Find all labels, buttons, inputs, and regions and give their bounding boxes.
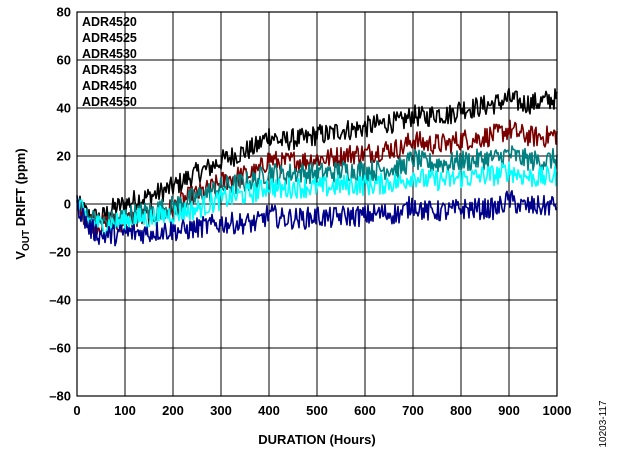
legend-entry: ADR4525 xyxy=(82,31,137,45)
y-axis-title: VOUT DRIFT (ppm) xyxy=(13,148,32,259)
x-tick-label: 800 xyxy=(450,403,472,418)
legend-entry: ADR4540 xyxy=(82,79,137,93)
x-tick-label: 700 xyxy=(402,403,424,418)
plot-frame xyxy=(76,11,558,397)
x-tick-label: 600 xyxy=(354,403,376,418)
y-tick-label: 20 xyxy=(57,149,71,164)
y-tick-label: 80 xyxy=(57,5,71,20)
y-tick-label: 0 xyxy=(64,197,71,212)
x-tick-label: 1000 xyxy=(543,403,572,418)
series-line-5 xyxy=(76,190,558,247)
x-tick-label: 100 xyxy=(114,403,136,418)
series-line-1 xyxy=(76,87,558,227)
series-layer xyxy=(76,87,558,247)
x-tick-label: 200 xyxy=(162,403,184,418)
legend-entry: ADR4550 xyxy=(82,95,137,109)
x-tick-label: 400 xyxy=(258,403,280,418)
y-axis-title-subscript: OUT xyxy=(21,230,32,251)
tick-labels: 0 100 200 300 400 500 600 700 800 900 1000–80–60–4… xyxy=(49,5,571,419)
legend-entry: ADR4530 xyxy=(82,47,137,61)
x-tick-label: 900 xyxy=(498,403,520,418)
figure-id: 10203-117 xyxy=(598,400,609,448)
y-tick-label: 60 xyxy=(57,53,71,68)
legend-entry: ADR4520 xyxy=(82,15,137,29)
x-tick-label: 0 xyxy=(73,403,80,418)
legend: ADR4520 ADR4525 ADR4530 ADR4533 ADR4540 ADR45… xyxy=(82,15,137,109)
y-tick-label: 40 xyxy=(57,101,71,116)
y-tick-label: –60 xyxy=(49,341,71,356)
x-tick-label: 500 xyxy=(306,403,328,418)
y-axis-title-rest: DRIFT (ppm) xyxy=(13,148,28,230)
y-tick-label: –20 xyxy=(49,245,71,260)
y-tick-label: –40 xyxy=(49,293,71,308)
y-axis-title-main: V xyxy=(13,251,28,260)
x-tick-label: 300 xyxy=(210,403,232,418)
x-axis-title: DURATION (Hours) xyxy=(258,432,375,447)
y-tick-label: –80 xyxy=(49,389,71,404)
legend-entry: ADR4533 xyxy=(82,63,137,77)
